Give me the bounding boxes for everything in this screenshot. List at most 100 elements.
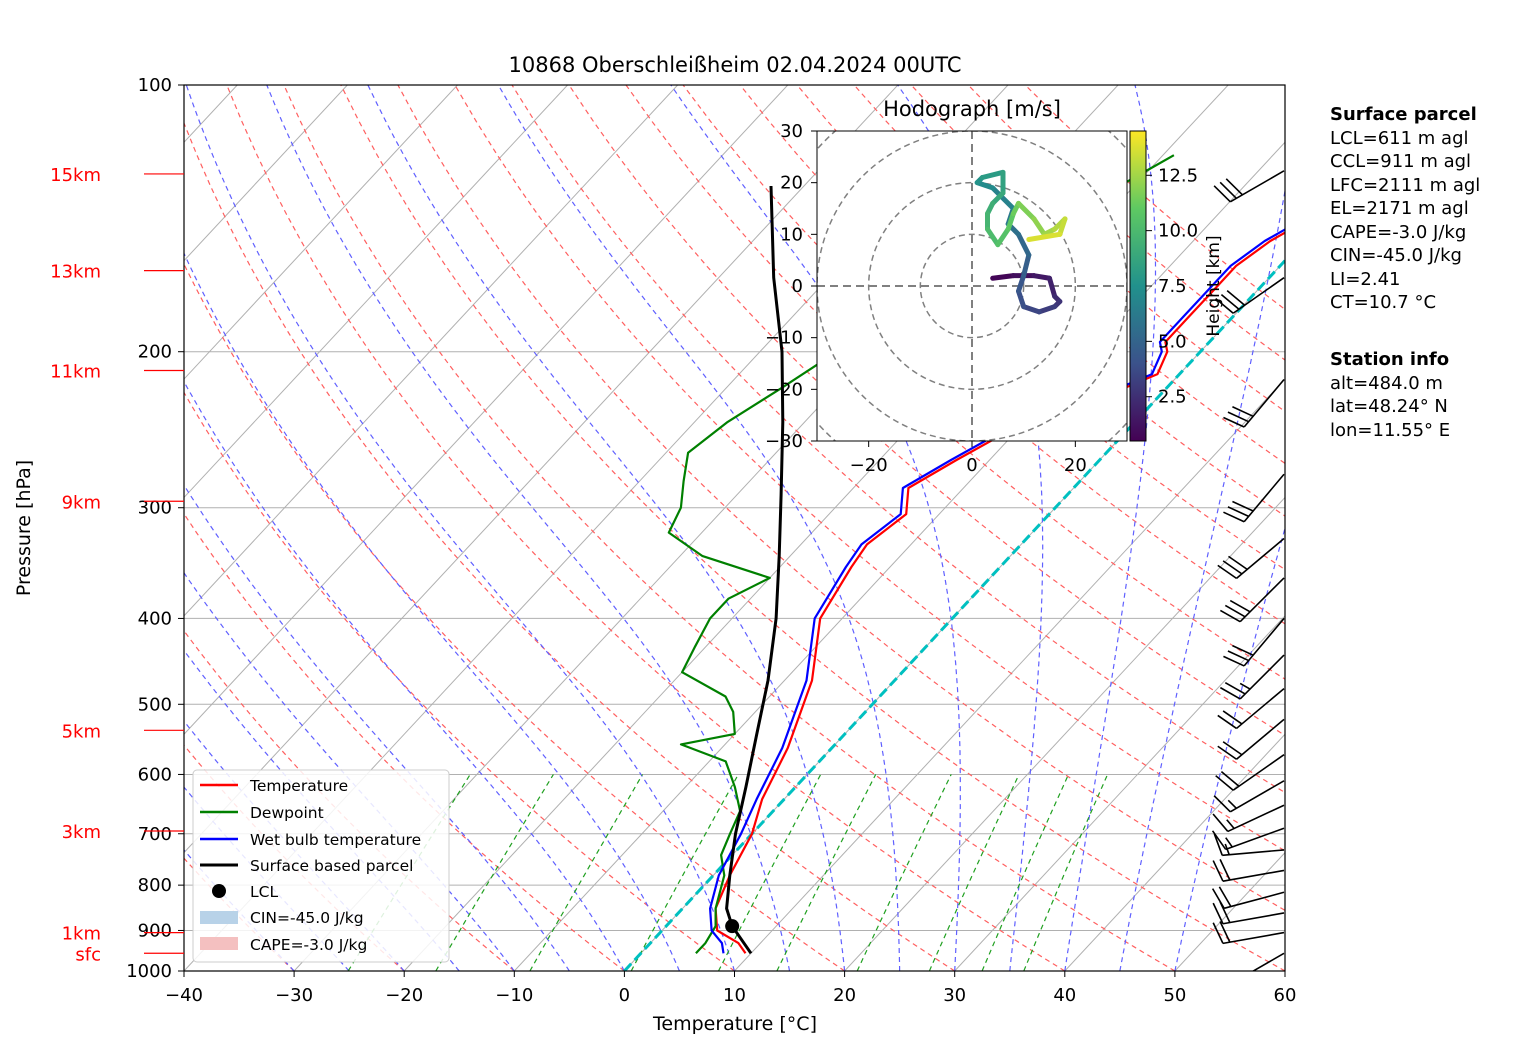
x-axis-label: Temperature [°C]: [652, 1013, 817, 1035]
wind-barb: [1213, 887, 1284, 909]
height-label: 15km: [50, 165, 101, 186]
wind-barb: [1223, 474, 1284, 521]
surface-parcel-header: Surface parcel: [1330, 103, 1480, 127]
lcl-value: LCL=611 m agl: [1330, 127, 1480, 151]
wind-barb: [1214, 171, 1284, 202]
x-tick-label: −40: [165, 985, 203, 1006]
y-tick-label: 500: [138, 694, 172, 715]
height-label: 1km: [62, 924, 101, 945]
wind-barb: [1213, 859, 1284, 881]
wind-barb: [1220, 578, 1284, 622]
mixing-ratio-line: [929, 774, 1019, 971]
height-label: 5km: [62, 721, 101, 742]
y-tick-label: 200: [138, 342, 172, 363]
x-tick-label: 50: [1163, 985, 1186, 1006]
x-tick-label: −20: [385, 985, 423, 1006]
cin-value: CIN=-45.0 J/kg: [1330, 244, 1480, 268]
y-tick-label: 100: [138, 75, 172, 96]
x-tick-label: 0: [619, 985, 630, 1006]
wind-barb: [1218, 689, 1284, 729]
x-tick-label: −10: [495, 985, 533, 1006]
wind-barb: [1216, 278, 1284, 314]
hodograph-x-tick: 0: [966, 455, 977, 476]
parcel-line: [727, 186, 783, 953]
mixing-ratio-line: [436, 774, 554, 971]
wind-barb: [1218, 719, 1284, 759]
station-altitude: alt=484.0 m: [1330, 372, 1450, 396]
legend-cin: CIN=-45.0 J/kg: [250, 909, 364, 927]
mixing-ratio-line: [777, 774, 876, 971]
colorbar-label: Height [km]: [1204, 235, 1224, 336]
mixing-ratio-lines: [348, 774, 1107, 971]
hodograph-y-tick: 20: [780, 173, 803, 194]
x-tick-label: −30: [275, 985, 313, 1006]
wind-barb: [1213, 828, 1284, 849]
legend-cin-swatch: [200, 911, 238, 924]
colorbar-tick: 2.5: [1158, 387, 1187, 408]
y-axis-label: Pressure [hPa]: [13, 460, 35, 596]
legend-temperature: Temperature: [249, 777, 348, 795]
wind-barb: [1220, 655, 1284, 699]
hodograph-colorbar: [1130, 131, 1146, 441]
mixing-ratio-line: [857, 774, 951, 971]
colorbar-tick: 10.0: [1158, 221, 1198, 242]
hodograph-y-tick: 0: [792, 276, 803, 297]
height-label: 11km: [50, 361, 101, 382]
wind-barb: [1223, 380, 1284, 427]
hodograph-y-tick: 10: [780, 224, 803, 245]
height-label: 3km: [62, 822, 101, 843]
ct-value: CT=10.7 °C: [1330, 291, 1480, 315]
x-tick-label: 60: [1274, 985, 1297, 1006]
station-info-header: Station info: [1330, 348, 1450, 372]
colorbar-tick: 12.5: [1158, 165, 1198, 186]
station-longitude: lon=11.55° E: [1330, 419, 1450, 443]
hodograph-x-tick: 20: [1064, 455, 1087, 476]
li-value: LI=2.41: [1330, 268, 1480, 292]
legend-parcel: Surface based parcel: [250, 857, 413, 875]
legend: Temperature Dewpoint Wet bulb temperatur…: [193, 770, 449, 962]
wind-barb: [1213, 922, 1284, 944]
x-tick-label: 10: [723, 985, 746, 1006]
legend-cape: CAPE=-3.0 J/kg: [250, 936, 367, 954]
height-label: sfc: [75, 944, 101, 965]
wind-barb: [1228, 953, 1284, 984]
y-tick-label: 600: [138, 764, 172, 785]
hodograph-y-tick: −10: [765, 328, 803, 349]
station-latitude: lat=48.24° N: [1330, 395, 1450, 419]
x-tick-label: 30: [943, 985, 966, 1006]
x-tick-label: 40: [1053, 985, 1076, 1006]
colorbar-tick: 5.0: [1158, 331, 1187, 352]
height-label: 9km: [62, 492, 101, 513]
chart-title: 10868 Oberschleißheim 02.04.2024 00UTC: [509, 53, 962, 77]
y-tick-label: 700: [138, 824, 172, 845]
x-axis-ticks: −40 −30 −20 −10 0 10 20 30 40 50 60: [165, 971, 1296, 1006]
wind-barb: [1213, 805, 1284, 831]
hodograph-x-tick: −20: [850, 455, 888, 476]
x-tick-label: 20: [833, 985, 856, 1006]
ccl-value: CCL=911 m agl: [1330, 150, 1480, 174]
mixing-ratio-line: [982, 774, 1068, 971]
mixing-ratio-line: [1024, 774, 1108, 971]
hodograph-y-tick: −20: [765, 379, 803, 400]
legend-lcl-marker: [212, 884, 226, 898]
height-label: 13km: [50, 262, 101, 283]
wind-barb: [1213, 902, 1284, 924]
hodograph-y-tick: 30: [780, 121, 803, 142]
mixing-ratio-line: [631, 774, 738, 971]
hodograph-segment: [993, 276, 1014, 279]
el-value: EL=2171 m agl: [1330, 197, 1480, 221]
lfc-value: LFC=2111 m agl: [1330, 174, 1480, 198]
hodograph-title: Hodograph [m/s]: [883, 97, 1061, 121]
surface-parcel-panel: Surface parcel LCL=611 m agl CCL=911 m a…: [1330, 103, 1480, 315]
cape-value: CAPE=-3.0 J/kg: [1330, 221, 1480, 245]
legend-wetbulb: Wet bulb temperature: [250, 831, 421, 849]
y-tick-label: 800: [138, 875, 172, 896]
legend-lcl: LCL: [250, 883, 278, 901]
y-tick-label: 1000: [126, 961, 172, 982]
legend-dewpoint: Dewpoint: [250, 804, 324, 822]
